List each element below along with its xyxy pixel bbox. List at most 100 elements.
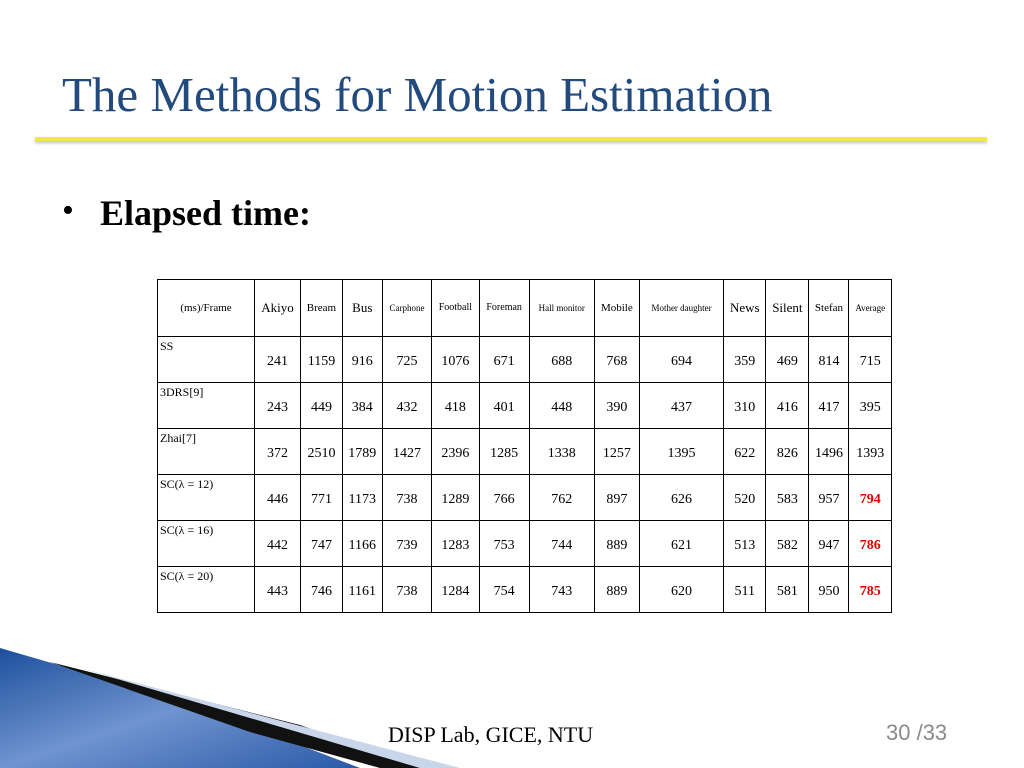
value-cell: 442 (253, 520, 302, 567)
table-body: SS 241 1159 916 725 1076 671 688 768 694 359 469 814… (157, 336, 892, 613)
header-cell: Mother daughter (638, 279, 725, 337)
value-cell: 754 (478, 566, 530, 613)
value-cell: 372 (253, 428, 302, 475)
header-cell: News (723, 279, 767, 337)
value-cell: 520 (723, 474, 767, 521)
value-cell: 417 (808, 382, 850, 429)
value-cell: 626 (638, 474, 725, 521)
value-cell: 384 (341, 382, 383, 429)
value-cell: 416 (765, 382, 810, 429)
row-label: SC(λ = 16) (157, 520, 255, 567)
value-cell: 768 (593, 336, 640, 383)
value-cell: 1166 (341, 520, 383, 567)
value-cell: 738 (381, 566, 433, 613)
value-cell: 1076 (431, 336, 480, 383)
header-cell: Average (848, 279, 892, 337)
row-label: Zhai[7] (157, 428, 255, 475)
header-cell: Mobile (593, 279, 640, 337)
value-cell: 1338 (528, 428, 595, 475)
value-cell: 814 (808, 336, 850, 383)
value-cell: 671 (478, 336, 530, 383)
value-cell: 1284 (431, 566, 480, 613)
value-cell: 513 (723, 520, 767, 567)
value-cell: 395 (848, 382, 892, 429)
value-cell: 771 (300, 474, 343, 521)
value-cell: 449 (300, 382, 343, 429)
value-cell: 785 (848, 566, 892, 613)
value-cell: 1285 (478, 428, 530, 475)
value-cell: 725 (381, 336, 433, 383)
header-cell: (ms)/Frame (157, 279, 255, 337)
value-cell: 1427 (381, 428, 433, 475)
header-cell: Akiyo (253, 279, 302, 337)
header-row: (ms)/Frame Akiyo Bream Bus Carphone Football F… (157, 279, 892, 337)
table-row: SS 241 1159 916 725 1076 671 688 768 694 359 469 814… (157, 336, 892, 383)
value-cell: 747 (300, 520, 343, 567)
value-cell: 947 (808, 520, 850, 567)
header-cell: Bus (341, 279, 383, 337)
value-cell: 746 (300, 566, 343, 613)
value-cell: 1393 (848, 428, 892, 475)
value-cell: 581 (765, 566, 810, 613)
results-table: (ms)/Frame Akiyo Bream Bus Carphone Football F… (157, 279, 892, 613)
value-cell: 437 (638, 382, 725, 429)
value-cell: 620 (638, 566, 725, 613)
header-cell: Hall monitor (528, 279, 595, 337)
value-cell: 1496 (808, 428, 850, 475)
value-cell: 582 (765, 520, 810, 567)
table-row: SC(λ = 12) 446 771 1173 738 1289 766 762 897 626 5… (157, 474, 892, 521)
value-cell: 2396 (431, 428, 480, 475)
value-cell: 688 (528, 336, 595, 383)
bullet-text: Elapsed time: (100, 193, 311, 233)
header-cell: Carphone (381, 279, 433, 337)
value-cell: 443 (253, 566, 302, 613)
value-cell: 738 (381, 474, 433, 521)
value-cell: 1159 (300, 336, 343, 383)
value-cell: 1161 (341, 566, 383, 613)
value-cell: 916 (341, 336, 383, 383)
value-cell: 621 (638, 520, 725, 567)
value-cell: 897 (593, 474, 640, 521)
value-cell: 1289 (431, 474, 480, 521)
value-cell: 744 (528, 520, 595, 567)
value-cell: 786 (848, 520, 892, 567)
value-cell: 743 (528, 566, 595, 613)
value-cell: 2510 (300, 428, 343, 475)
page-number: 30 /33 (886, 720, 948, 745)
value-cell: 753 (478, 520, 530, 567)
value-cell: 889 (593, 520, 640, 567)
value-cell: 694 (638, 336, 725, 383)
value-cell: 1395 (638, 428, 725, 475)
value-cell: 826 (765, 428, 810, 475)
value-cell: 446 (253, 474, 302, 521)
value-cell: 1283 (431, 520, 480, 567)
value-cell: 241 (253, 336, 302, 383)
header-cell: Foreman (478, 279, 530, 337)
value-cell: 1789 (341, 428, 383, 475)
value-cell: 359 (723, 336, 767, 383)
value-cell: 1257 (593, 428, 640, 475)
value-cell: 390 (593, 382, 640, 429)
value-cell: 418 (431, 382, 480, 429)
value-cell: 1173 (341, 474, 383, 521)
value-cell: 739 (381, 520, 433, 567)
title-rule (35, 137, 987, 141)
table-row: SC(λ = 16) 442 747 1166 739 1283 753 744 889 621 5… (157, 520, 892, 567)
value-cell: 583 (765, 474, 810, 521)
value-cell: 448 (528, 382, 595, 429)
row-label: 3DRS[9] (157, 382, 255, 429)
header-cell: Stefan (808, 279, 850, 337)
value-cell: 469 (765, 336, 810, 383)
value-cell: 401 (478, 382, 530, 429)
table-row: 3DRS[9] 243 449 384 432 418 401 448 390 437 310 416… (157, 382, 892, 429)
value-cell: 622 (723, 428, 767, 475)
value-cell: 889 (593, 566, 640, 613)
slide-title: The Methods for Motion Estimation (62, 67, 773, 122)
value-cell: 794 (848, 474, 892, 521)
value-cell: 243 (253, 382, 302, 429)
header-cell: Football (431, 279, 480, 337)
bullet-dot: • (62, 192, 74, 229)
header-cell: Silent (765, 279, 810, 337)
row-label: SC(λ = 12) (157, 474, 255, 521)
